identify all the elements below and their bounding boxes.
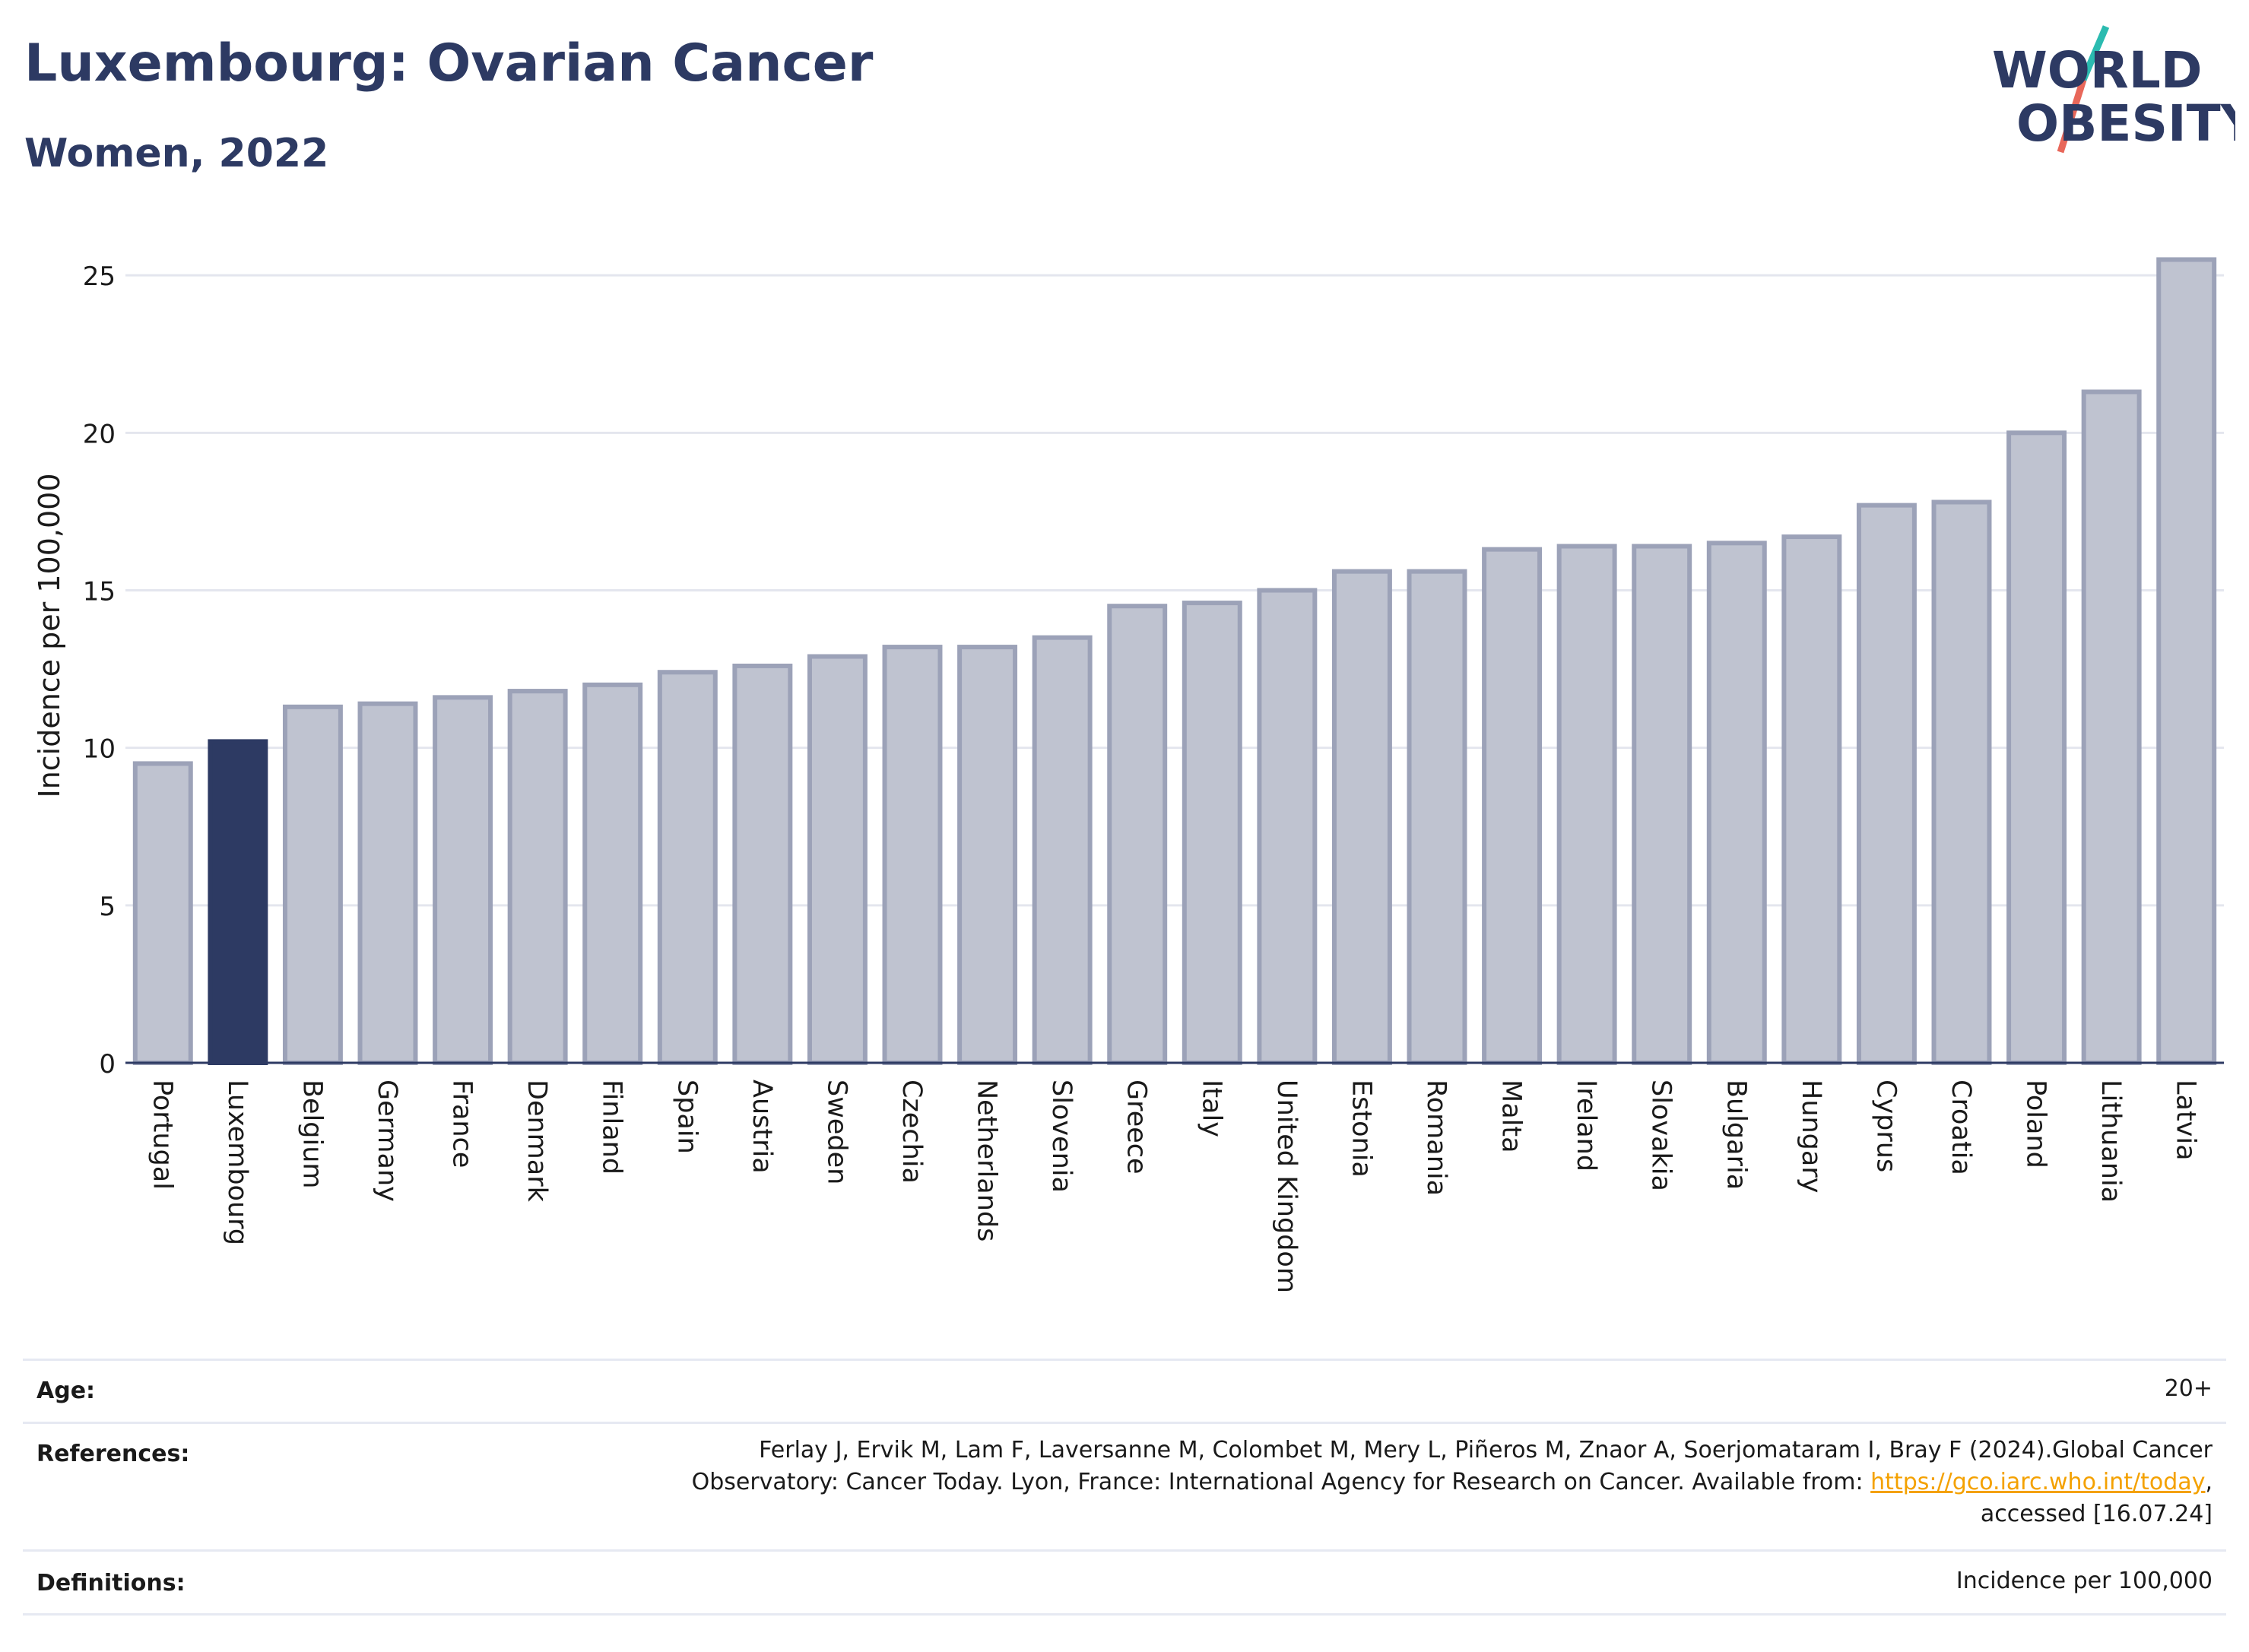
axes: 0 5 10 15 20 25 Portugal Luxembourg Belgium Germa… [83, 262, 2224, 1293]
references-line-3: accessed [16.07.24] [1980, 1501, 2213, 1527]
logo-text-line2: OBESITY [2016, 94, 2235, 153]
bar [1407, 569, 1467, 1065]
bar [657, 670, 718, 1065]
bar [957, 645, 1018, 1065]
bar [882, 645, 943, 1065]
bar [1856, 503, 1917, 1065]
bar [357, 701, 418, 1065]
x-tick-label: Lithuania [2095, 1080, 2126, 1203]
x-tick-label: Croatia [1946, 1080, 1976, 1175]
x-tick-label: Slovenia [1046, 1080, 1077, 1193]
x-tick-label: Netherlands [972, 1080, 1002, 1241]
y-axis-label: Incidence per 100,000 [33, 473, 66, 797]
x-tick-label: Bulgaria [1721, 1080, 1751, 1190]
references-label: References: [36, 1441, 190, 1467]
chart-title: Luxembourg: Ovarian Cancer [24, 33, 874, 94]
bar [582, 682, 643, 1066]
x-tick-label: Finland [597, 1080, 627, 1175]
y-tick-label: 25 [83, 262, 116, 292]
x-tick-label: Latvia [2171, 1080, 2201, 1161]
bar [2081, 389, 2142, 1065]
x-tick-label: Austria [747, 1080, 777, 1174]
x-tick-label: Ireland [1571, 1080, 1601, 1172]
bar [1931, 499, 1992, 1065]
logo-slash-top [2079, 25, 2110, 81]
x-tick-label: Sweden [821, 1080, 852, 1184]
x-tick-label: Malta [1496, 1080, 1527, 1153]
x-tick-label: Italy [1196, 1080, 1226, 1137]
x-tick-label: Spain [671, 1080, 702, 1154]
x-tick-label: Denmark [522, 1080, 552, 1203]
bar [1556, 544, 1617, 1065]
bar [132, 761, 193, 1066]
bar [1632, 544, 1692, 1065]
x-tick-label: Cyprus [1870, 1080, 1901, 1172]
references-link[interactable]: https://gco.iarc.who.int/today [1870, 1469, 2206, 1495]
y-tick-label: 5 [99, 892, 116, 922]
chart-subtitle: Women, 2022 [24, 131, 329, 176]
bar [1032, 635, 1093, 1065]
y-tick-label: 0 [99, 1049, 116, 1080]
references-line-2-text: Observatory: Cancer Today. Lyon, France:… [691, 1469, 1871, 1495]
bar [433, 695, 493, 1065]
bar [1107, 604, 1168, 1065]
references-text: Ferlay J, Ervik M, Lam F, Laversanne M, … [692, 1435, 2213, 1530]
x-tick-label: Portugal [147, 1080, 177, 1190]
y-tick-label: 15 [83, 576, 116, 607]
x-tick-label: Hungary [1796, 1080, 1826, 1193]
definitions-value: Incidence per 100,000 [1956, 1568, 2213, 1594]
logo-text-line1: WORLD [1992, 41, 2203, 100]
bars [132, 257, 2217, 1066]
bar [2156, 257, 2217, 1065]
bottom-divider [23, 1613, 2226, 1616]
bar [1482, 547, 1543, 1065]
x-tick-label: Romania [1421, 1080, 1451, 1196]
bar [1182, 601, 1242, 1065]
age-value: 20+ [2164, 1375, 2213, 1402]
definitions-row: Definitions: Incidence per 100,000 [23, 1549, 2226, 1614]
x-tick-label: Belgium [297, 1080, 327, 1189]
y-tick-label: 20 [83, 419, 116, 449]
x-tick-label: United Kingdom [1271, 1080, 1302, 1293]
bar [1331, 569, 1392, 1065]
x-tick-label: Czechia [896, 1080, 927, 1184]
bar [807, 654, 868, 1065]
definitions-label: Definitions: [36, 1570, 186, 1597]
x-tick-label: Slovakia [1646, 1080, 1676, 1191]
bar [1257, 588, 1318, 1065]
references-line-2: Observatory: Cancer Today. Lyon, France:… [692, 1467, 2213, 1498]
bar [2006, 430, 2067, 1065]
bar [1781, 534, 1842, 1065]
age-label: Age: [36, 1378, 96, 1404]
bar [1706, 541, 1767, 1065]
bar [732, 663, 793, 1065]
logo-slash-bottom [2057, 78, 2087, 154]
bar [282, 704, 343, 1065]
x-tick-label: Greece [1121, 1080, 1152, 1175]
x-tick-label: Luxembourg [222, 1080, 252, 1245]
y-tick-label: 10 [83, 734, 116, 765]
world-obesity-logo: WORLD OBESITY [1992, 25, 2235, 154]
references-line-1: Ferlay J, Ervik M, Lam F, Laversanne M, … [759, 1437, 2213, 1463]
x-tick-label: Poland [2021, 1080, 2051, 1168]
references-row: References: Ferlay J, Ervik M, Lam F, La… [23, 1422, 2226, 1550]
bar [208, 739, 268, 1065]
references-line-2-end: , [2205, 1469, 2213, 1495]
bar [507, 689, 568, 1065]
x-tick-label: France [447, 1080, 477, 1168]
age-row: Age: 20+ [23, 1359, 2226, 1422]
bar-chart: 0 5 10 15 20 25 Portugal Luxembourg Belgium Germa… [33, 257, 2224, 1293]
x-tick-label: Estonia [1346, 1080, 1376, 1178]
x-tick-label: Germany [372, 1080, 402, 1202]
